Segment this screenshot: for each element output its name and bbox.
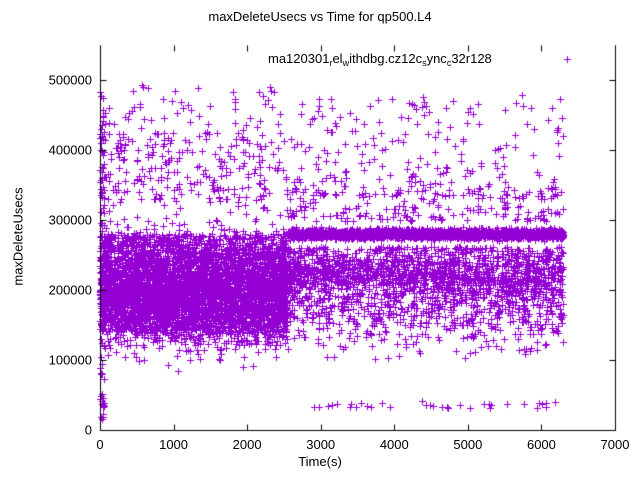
x-tick-label: 2000	[232, 437, 262, 452]
x-tick-label: 4000	[379, 437, 409, 452]
y-tick-label: 0	[84, 422, 92, 438]
y-tick-label: 300000	[48, 212, 92, 228]
legend-series-label: ma120301relwithdbg.cz12csyncc32r128	[268, 51, 492, 68]
chart-title: maxDeleteUsecs vs Time for qp500.L4	[208, 9, 432, 24]
x-tick-label: 1000	[159, 437, 189, 452]
x-tick-label: 3000	[306, 437, 336, 452]
y-tick-label: 100000	[48, 352, 92, 368]
x-tick-label: 5000	[453, 437, 483, 452]
y-tick-label: 500000	[48, 72, 92, 88]
x-tick-label: 7000	[600, 437, 630, 452]
y-tick-label: 200000	[48, 282, 92, 298]
x-axis-label: Time(s)	[298, 454, 342, 469]
x-tick-label: 0	[96, 437, 104, 452]
y-tick-label: 400000	[48, 142, 92, 158]
x-tick-label: 6000	[526, 437, 556, 452]
